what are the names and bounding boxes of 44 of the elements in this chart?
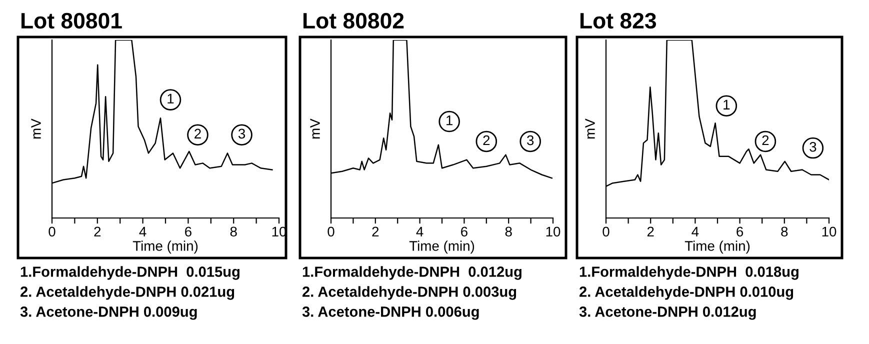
y-axis-title: mV [585, 118, 595, 138]
annotation: 1 [724, 100, 730, 110]
x-tick-label: 0 [48, 226, 56, 237]
text: 3. Acetone-DNPH 0.006ug [302, 306, 479, 320]
x-axis-title: Time (min) [132, 240, 198, 254]
text: 2. Acetaldehyde-DNPH 0.021ug [20, 286, 234, 300]
annotation: 1 [446, 116, 453, 126]
text: 2. Acetaldehyde-DNPH 0.003ug [302, 286, 516, 300]
annotation: 2 [762, 135, 769, 146]
y-axis-title: mV [310, 118, 320, 138]
chart-title: Lot 80801 [21, 12, 122, 29]
x-tick-label: 2 [372, 226, 379, 236]
x-tick-label: 10 [822, 226, 836, 237]
annotation: 1 [168, 94, 174, 104]
annotation: 3 [527, 135, 534, 146]
x-tick-label: 0 [328, 226, 334, 237]
x-tick-label: 2 [647, 226, 654, 236]
annotation: 2 [194, 128, 201, 138]
text: 3. Acetone-DNPH 0.009ug [20, 306, 197, 320]
x-tick-label: 10 [546, 226, 560, 237]
text: 2. Acetaldehyde-DNPH 0.010ug [580, 286, 794, 300]
x-tick-label: 8 [505, 226, 512, 237]
y-axis-title: mV [31, 118, 41, 138]
annotation: 2 [483, 135, 490, 146]
x-tick-label: 6 [461, 226, 468, 237]
chart-title: Lot 80802 [303, 12, 404, 29]
text: 1.Formaldehyde-DNPH 0.015ug [20, 266, 240, 280]
chart-title: Lot 823 [580, 12, 656, 29]
text: 1.Formaldehyde-DNPH 0.012ug [302, 266, 522, 280]
x-axis-title: Time (min) [684, 240, 750, 254]
annotation: 3 [810, 142, 816, 152]
x-tick-label: 4 [416, 226, 424, 236]
x-tick-label: 4 [139, 226, 146, 236]
x-tick-label: 8 [781, 226, 788, 237]
annotation: 3 [238, 128, 246, 139]
x-tick-label: 4 [692, 226, 699, 236]
text: 1.Formaldehyde-DNPH 0.018ug [580, 266, 798, 280]
x-tick-label: 0 [602, 226, 610, 237]
x-tick-label: 6 [185, 226, 192, 237]
x-tick-label: 2 [94, 226, 101, 236]
x-tick-label: 8 [230, 226, 237, 237]
text: 3. Acetone-DNPH 0.012ug [579, 306, 756, 320]
x-tick-label: 6 [736, 226, 744, 237]
x-axis-title: Time (min) [409, 240, 474, 254]
